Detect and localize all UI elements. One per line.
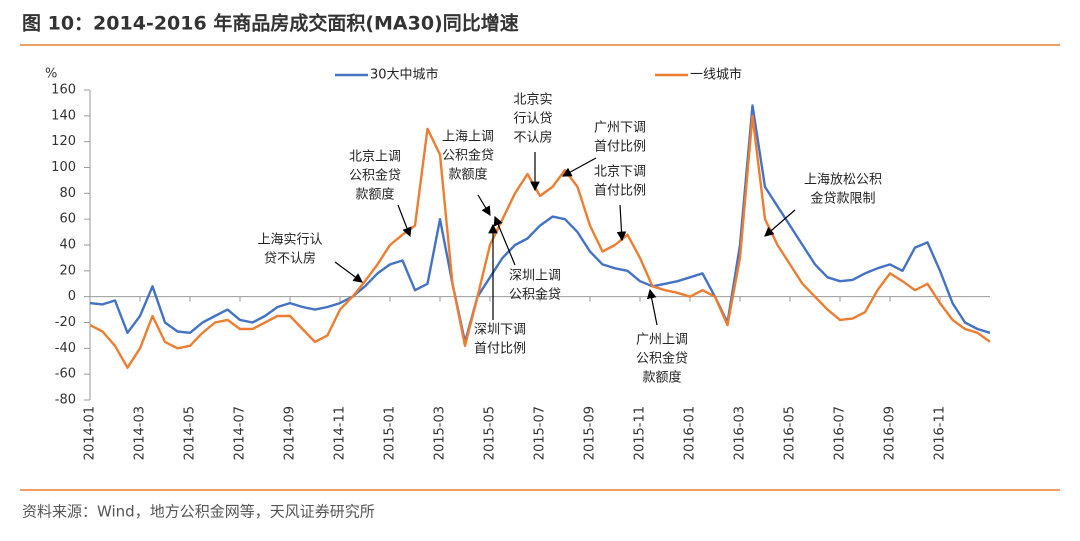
- x-tick-label: 2014-09: [283, 406, 298, 460]
- legend-label: 30大中城市: [370, 67, 439, 83]
- y-tick-label: -80: [55, 393, 76, 408]
- annotation: 深圳下调: [474, 323, 526, 338]
- y-tick-label: 60: [59, 212, 76, 227]
- chart-title: 图 10：2014-2016 年商品房成交面积(MA30)同比增速: [22, 12, 519, 35]
- series-line: [89, 114, 991, 369]
- annotation: 款额度: [642, 370, 681, 386]
- annotation: 公积金贷: [636, 351, 688, 367]
- annotation-arrow: [616, 204, 627, 242]
- y-tick-label: 120: [51, 134, 76, 149]
- x-tick-label: 2015-03: [433, 406, 448, 460]
- x-tick-label: 2016-09: [883, 406, 898, 460]
- source: 资料来源：Wind，地方公积金网等，天风证券研究所: [22, 503, 375, 521]
- annotation-arrow: [493, 215, 516, 266]
- x-tick-label: 2014-01: [83, 406, 98, 460]
- annotation-arrow: [397, 204, 412, 238]
- annotation: 上海上调: [442, 130, 494, 145]
- annotation: 深圳上调: [509, 269, 561, 284]
- x-tick-label: 2015-07: [533, 406, 548, 460]
- x-tick-label: 2016-03: [733, 406, 748, 460]
- annotation: 金贷款限制: [810, 191, 875, 207]
- annotation: 首付比例: [594, 140, 646, 155]
- y-tick-label: 160: [51, 83, 76, 98]
- x-tick-label: 2014-03: [133, 406, 148, 460]
- annotation: 款额度: [355, 187, 394, 203]
- x-tick-label: 2014-11: [333, 406, 348, 460]
- x-tick-label: 2015-09: [583, 406, 598, 460]
- annotation: 公积金贷: [442, 148, 494, 164]
- x-tick-label: 2016-05: [783, 406, 798, 460]
- annotation-arrow: [764, 209, 796, 237]
- y-tick-label: -40: [55, 341, 76, 356]
- y-tick-label: 40: [59, 238, 76, 253]
- annotation: 广州下调: [594, 121, 646, 136]
- annotation-arrow: [646, 288, 658, 326]
- annotation-arrow: [477, 194, 491, 217]
- annotation: 北京下调: [594, 165, 646, 180]
- annotation: 首付比例: [474, 342, 526, 357]
- y-tick-label: -20: [55, 315, 76, 330]
- y-tick-label: 0: [68, 289, 76, 304]
- annotation: 上海放松公积: [804, 173, 882, 188]
- y-tick-label: 20: [59, 263, 76, 278]
- annotation: 款额度: [448, 167, 487, 183]
- x-tick-label: 2015-11: [633, 406, 648, 460]
- annotation: 不认房: [513, 130, 552, 146]
- annotation: 公积金贷: [349, 168, 401, 184]
- series-line: [89, 104, 991, 344]
- x-tick-label: 2016-11: [933, 406, 948, 460]
- annotation-arrow: [561, 157, 597, 177]
- y-unit: %: [45, 67, 57, 82]
- x-tick-label: 2014-07: [233, 406, 248, 460]
- x-tick-label: 2014-05: [183, 406, 198, 460]
- y-tick-label: 80: [59, 186, 76, 201]
- x-tick-label: 2015-01: [383, 406, 398, 460]
- x-tick-label: 2015-05: [483, 406, 498, 460]
- y-tick-label: 100: [51, 160, 76, 175]
- annotation: 北京实: [513, 93, 552, 108]
- annotation: 北京上调: [349, 150, 401, 165]
- annotation: 公积金贷: [509, 287, 561, 303]
- annotation: 上海实行认: [257, 233, 322, 248]
- y-tick-label: 140: [51, 108, 76, 123]
- annotation: 首付比例: [594, 184, 646, 199]
- annotation: 行认贷: [513, 112, 552, 127]
- annotation: 广州上调: [636, 333, 688, 348]
- annotation: 贷不认房: [264, 251, 316, 267]
- y-tick-label: -60: [55, 367, 76, 382]
- legend-label: 一线城市: [690, 67, 742, 83]
- x-tick-label: 2016-01: [683, 406, 698, 460]
- x-tick-label: 2016-07: [833, 406, 848, 460]
- annotation-arrow: [334, 261, 363, 283]
